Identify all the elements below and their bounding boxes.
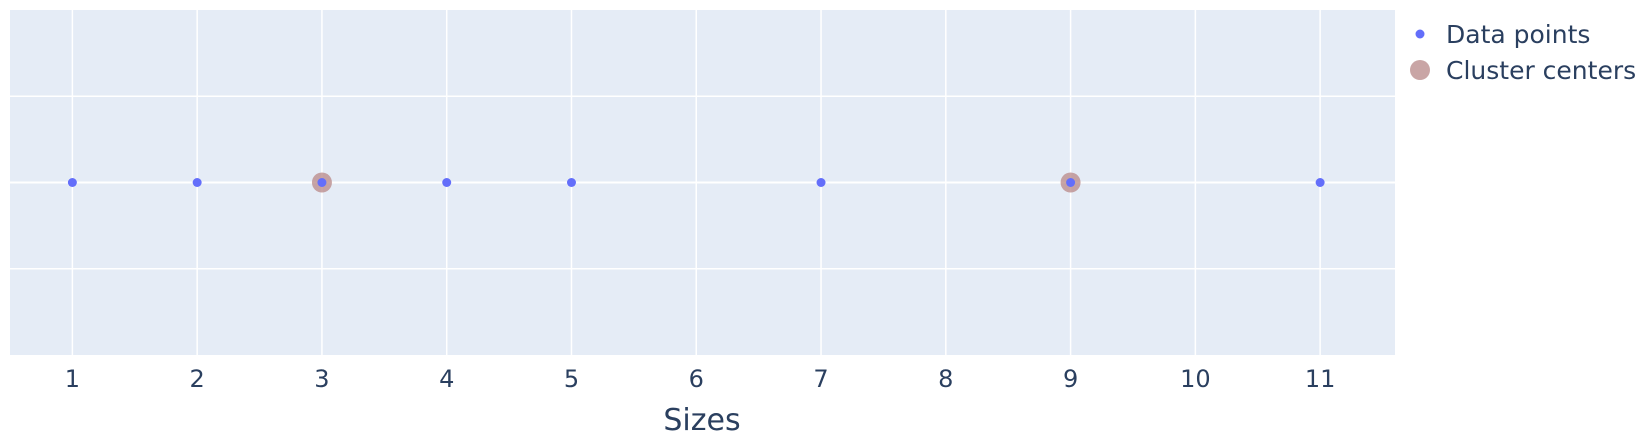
legend-marker xyxy=(1415,29,1425,39)
x-tick-label: 2 xyxy=(190,365,205,393)
x-tick-label: 9 xyxy=(1063,365,1078,393)
legend-marker xyxy=(1410,60,1430,80)
data-point[interactable] xyxy=(442,178,452,187)
legend-label: Cluster centers xyxy=(1446,56,1636,85)
x-tick-label: 1 xyxy=(65,365,80,393)
legend-item[interactable]: Data points xyxy=(1415,20,1591,49)
data-point[interactable] xyxy=(1066,178,1076,187)
data-point[interactable] xyxy=(816,178,826,187)
x-tick-label: 5 xyxy=(564,365,579,393)
legend[interactable]: Data points Cluster centers xyxy=(1410,20,1636,85)
x-tick-label: 3 xyxy=(314,365,329,393)
data-point[interactable] xyxy=(566,178,576,187)
x-tick-label: 10 xyxy=(1180,365,1211,393)
x-tick-label: 4 xyxy=(439,365,454,393)
legend-item[interactable]: Cluster centers xyxy=(1410,56,1636,85)
x-tick-label: 8 xyxy=(938,365,953,393)
series-layer xyxy=(67,172,1325,193)
data-point[interactable] xyxy=(317,178,327,187)
x-tick-label: 6 xyxy=(689,365,704,393)
data-point[interactable] xyxy=(192,178,202,187)
x-tick-label: 11 xyxy=(1305,365,1336,393)
x-axis-title: Sizes xyxy=(663,403,740,437)
data-point[interactable] xyxy=(67,178,77,187)
data-point[interactable] xyxy=(1315,178,1325,187)
x-tick-label: 7 xyxy=(813,365,828,393)
x-tick-labels: 1 2 3 4 5 6 7 8 9 10 11 xyxy=(65,365,1336,393)
legend-label: Data points xyxy=(1446,20,1590,49)
